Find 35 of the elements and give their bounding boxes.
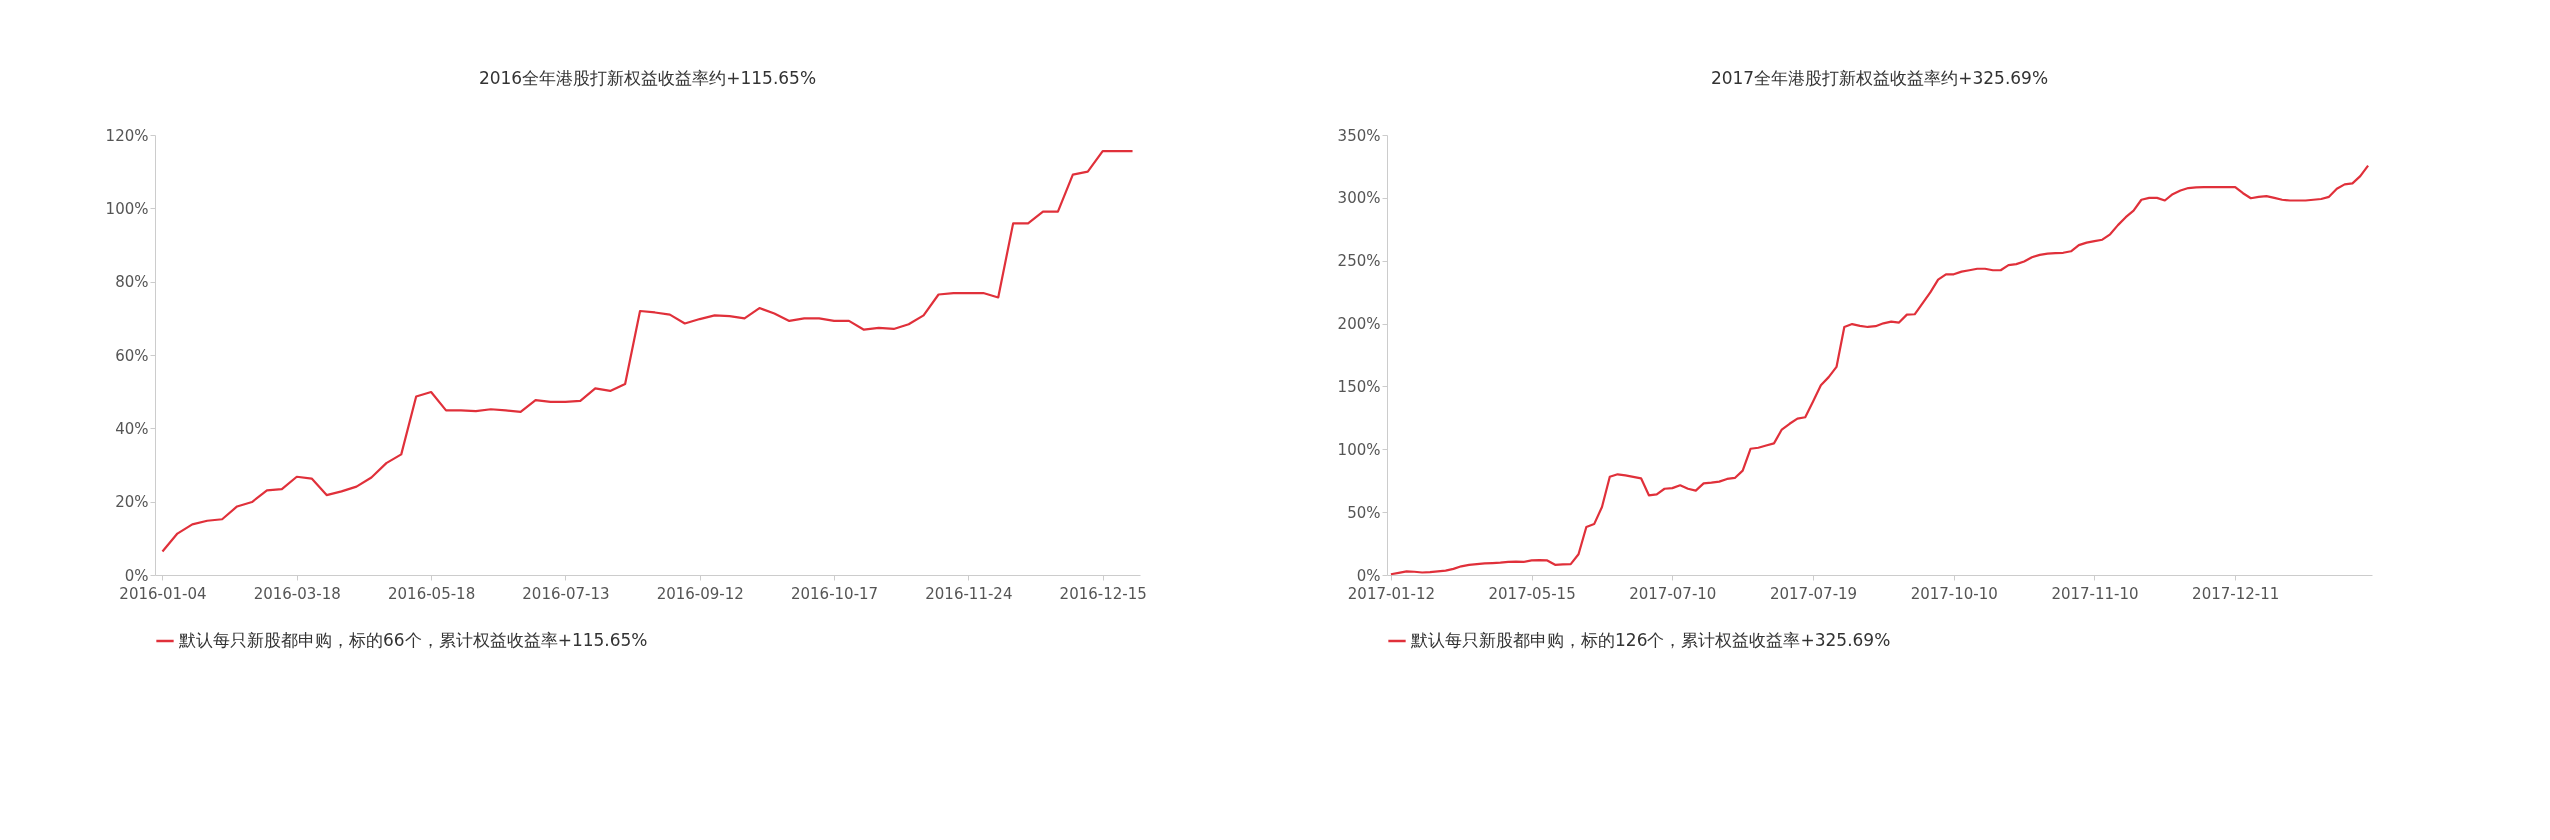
x-tick-label: 2016-05-18 (388, 584, 476, 603)
y-tick-label: 50% (1347, 503, 1381, 522)
line-series (161, 150, 1134, 553)
x-tick-label: 2016-12-15 (1059, 584, 1147, 603)
chart-title: 2016全年港股打新权益收益率约+115.65% (478, 68, 817, 88)
x-tick-label: 2017-11-10 (2051, 584, 2139, 603)
x-tick-label: 2016-11-24 (925, 584, 1013, 603)
x-tick-label: 2016-09-12 (656, 584, 744, 603)
y-tick-label: 0% (124, 566, 149, 585)
x-tick-label: 2016-07-13 (522, 584, 610, 603)
y-tick-label: 150% (1337, 377, 1381, 396)
y-tick-label: 40% (115, 419, 149, 438)
y-tick-label: 0% (1356, 566, 1381, 585)
y-tick-label: 100% (1337, 440, 1381, 459)
y-tick-label: 120% (105, 126, 149, 145)
y-tick-label: 300% (1337, 189, 1381, 208)
x-tick-label: 2016-03-18 (253, 584, 341, 603)
x-tick-label: 2017-05-15 (1488, 584, 1576, 603)
y-tick-label: 80% (115, 273, 149, 292)
y-tick-label: 100% (105, 199, 149, 218)
x-tick-label: 2017-01-12 (1347, 584, 1435, 603)
chart-title: 2017全年港股打新权益收益率约+325.69% (1710, 68, 2049, 88)
y-tick-label: 350% (1337, 126, 1381, 145)
y-tick-label: 60% (115, 346, 149, 365)
x-tick-label: 2017-07-10 (1629, 584, 1717, 603)
legend-label: 默认每只新股都申购，标的126个，累计权益收益率+325.69% (1410, 630, 1891, 650)
x-tick-label: 2017-07-19 (1769, 584, 1858, 603)
y-tick-label: 20% (115, 493, 149, 512)
legend-label: 默认每只新股都申购，标的66个，累计权益收益率+115.65% (178, 630, 648, 650)
x-tick-label: 2016-10-17 (790, 584, 879, 603)
x-tick-label: 2016-01-04 (119, 584, 207, 603)
x-tick-label: 2017-12-11 (2192, 584, 2280, 603)
x-tick-label: 2017-10-10 (1910, 584, 1998, 603)
y-tick-label: 250% (1337, 252, 1381, 271)
y-tick-label: 200% (1337, 315, 1381, 334)
